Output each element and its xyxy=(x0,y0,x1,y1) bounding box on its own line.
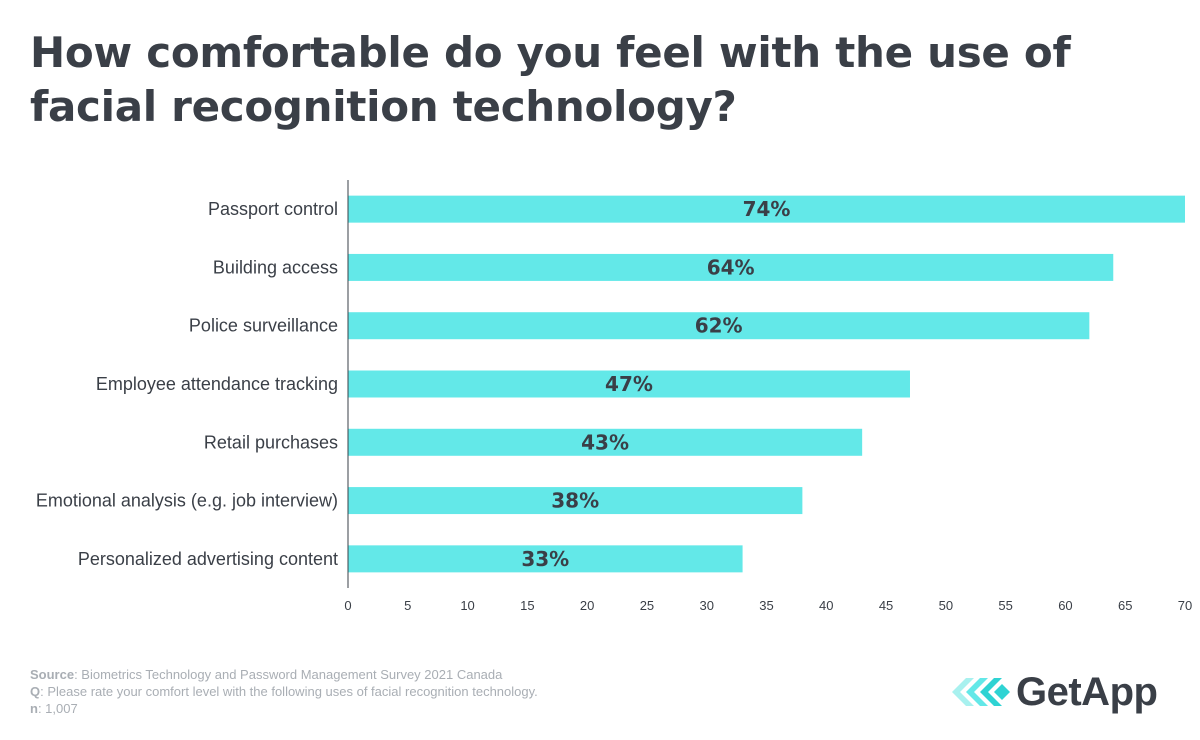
data-label-6: 33% xyxy=(521,547,569,571)
bar-1 xyxy=(348,253,1114,281)
x-tick-label-8: 40 xyxy=(819,598,833,613)
bar-6 xyxy=(348,545,743,573)
x-tick-label-2: 10 xyxy=(460,598,474,613)
category-label-1: Building access xyxy=(213,257,338,277)
x-tick-label-0: 0 xyxy=(344,598,351,613)
category-label-4: Retail purchases xyxy=(204,432,338,452)
question-note: Q: Please rate your comfort level with t… xyxy=(30,684,538,699)
x-tick-label-5: 25 xyxy=(640,598,654,613)
chart-title: How comfortable do you feel with the use… xyxy=(30,28,1071,131)
data-label-2: 62% xyxy=(695,314,743,338)
x-tick-label-7: 35 xyxy=(759,598,773,613)
category-label-0: Passport control xyxy=(208,199,338,219)
x-tick-label-12: 60 xyxy=(1058,598,1072,613)
logo-wordmark: GetApp xyxy=(1016,669,1158,714)
bars-layer: Passport control 74% Building access 64% Pol… xyxy=(36,195,1185,573)
data-label-1: 64% xyxy=(707,255,755,279)
x-tick-label-10: 50 xyxy=(939,598,953,613)
x-tick-label-14: 70 xyxy=(1178,598,1192,613)
getapp-chevrons-icon xyxy=(952,678,1010,706)
bar-5 xyxy=(348,487,803,515)
x-tick-label-4: 20 xyxy=(580,598,594,613)
x-axis-ticks: 0 5 10 15 20 25 30 35 40 45 50 55 60 65 70 xyxy=(344,598,1192,613)
bar-0 xyxy=(348,195,1185,223)
x-tick-label-6: 30 xyxy=(699,598,713,613)
data-label-0: 74% xyxy=(743,197,791,221)
category-label-6: Personalized advertising content xyxy=(78,549,338,569)
bar-2 xyxy=(348,312,1090,340)
source-note: Source: Biometrics Technology and Passwo… xyxy=(30,667,503,682)
footer-notes: Source: Biometrics Technology and Passwo… xyxy=(30,666,730,717)
data-label-3: 47% xyxy=(605,372,653,396)
category-label-2: Police surveillance xyxy=(189,316,338,336)
x-tick-label-9: 45 xyxy=(879,598,893,613)
getapp-logo: GetApp xyxy=(952,668,1158,716)
data-label-5: 38% xyxy=(551,489,599,513)
x-tick-label-1: 5 xyxy=(404,598,411,613)
bar-4 xyxy=(348,428,863,456)
category-label-5: Emotional analysis (e.g. job interview) xyxy=(36,491,338,511)
bar-chart: Passport control 74% Building access 64% Pol… xyxy=(36,180,1192,613)
bar-3 xyxy=(348,370,910,398)
category-label-3: Employee attendance tracking xyxy=(96,374,338,394)
x-tick-label-13: 65 xyxy=(1118,598,1132,613)
x-tick-label-3: 15 xyxy=(520,598,534,613)
data-label-4: 43% xyxy=(581,430,629,454)
x-tick-label-11: 55 xyxy=(998,598,1012,613)
sample-size-note: n: 1,007 xyxy=(30,701,78,716)
